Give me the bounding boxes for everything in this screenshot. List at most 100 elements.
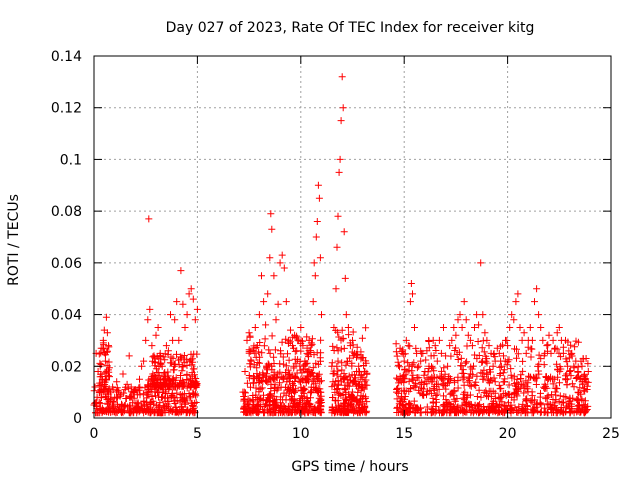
data-point xyxy=(431,409,439,417)
data-point xyxy=(440,392,447,400)
data-point xyxy=(292,374,300,382)
data-point xyxy=(314,181,322,189)
data-point xyxy=(466,391,474,399)
data-point xyxy=(485,342,493,350)
data-point xyxy=(415,362,423,370)
data-point xyxy=(437,349,445,357)
data-point xyxy=(544,341,552,349)
data-point xyxy=(122,395,130,402)
data-point xyxy=(446,342,454,350)
data-point xyxy=(427,352,435,360)
data-point xyxy=(129,399,137,407)
data-point xyxy=(308,340,316,348)
data-point xyxy=(305,336,313,344)
data-point xyxy=(187,285,195,293)
data-point xyxy=(304,369,311,377)
data-point xyxy=(406,400,414,408)
data-point xyxy=(282,391,290,399)
data-point xyxy=(362,376,370,384)
data-point xyxy=(411,324,418,331)
data-point xyxy=(290,364,298,372)
data-point xyxy=(558,398,566,406)
data-point xyxy=(250,375,258,383)
data-point xyxy=(514,290,522,298)
data-point xyxy=(353,368,361,375)
data-point xyxy=(423,374,431,382)
data-point xyxy=(173,408,181,416)
data-point xyxy=(417,357,425,365)
data-point xyxy=(407,280,415,287)
data-point xyxy=(351,349,359,357)
data-point xyxy=(173,350,180,358)
data-point xyxy=(518,336,526,344)
data-point xyxy=(251,324,259,331)
data-point xyxy=(337,117,345,125)
data-point xyxy=(487,368,494,376)
data-point xyxy=(499,341,507,349)
data-point xyxy=(500,352,507,360)
data-point xyxy=(433,357,441,365)
data-point xyxy=(239,388,247,396)
data-point xyxy=(562,375,570,383)
data-point xyxy=(187,407,195,415)
data-point xyxy=(342,361,350,369)
data-point xyxy=(543,393,551,401)
data-point xyxy=(353,397,361,405)
data-point xyxy=(533,285,541,293)
data-point xyxy=(464,331,472,339)
data-point xyxy=(394,375,402,383)
data-point xyxy=(302,405,310,413)
data-point xyxy=(581,387,589,395)
data-point xyxy=(191,391,199,399)
data-point xyxy=(347,376,354,384)
data-point xyxy=(352,374,359,382)
data-point xyxy=(453,351,461,358)
data-point xyxy=(103,329,111,337)
data-point xyxy=(328,362,336,370)
data-point xyxy=(345,372,353,380)
data-point xyxy=(328,406,336,414)
data-point xyxy=(270,408,278,416)
data-point xyxy=(247,357,255,365)
data-point xyxy=(551,344,559,352)
data-point xyxy=(473,372,481,380)
data-point xyxy=(296,362,304,370)
data-point xyxy=(406,298,414,306)
data-point xyxy=(519,357,527,365)
data-point xyxy=(190,399,198,407)
data-point xyxy=(454,384,462,392)
data-point xyxy=(119,370,127,378)
data-point xyxy=(475,408,483,415)
data-point xyxy=(256,359,263,367)
data-point xyxy=(392,340,400,348)
data-point xyxy=(100,348,108,356)
data-point xyxy=(111,393,119,401)
data-point xyxy=(336,390,344,397)
data-point xyxy=(483,336,491,344)
data-point xyxy=(565,354,573,362)
data-point xyxy=(454,316,462,324)
data-point xyxy=(553,329,561,337)
data-point xyxy=(544,392,552,400)
data-point xyxy=(303,403,310,411)
data-point xyxy=(165,383,172,391)
data-point xyxy=(410,383,418,391)
data-point xyxy=(316,254,324,262)
data-point xyxy=(126,393,134,401)
data-point xyxy=(105,368,113,376)
data-point xyxy=(273,373,281,381)
data-point xyxy=(97,344,105,352)
data-point xyxy=(94,368,102,375)
data-point xyxy=(584,360,592,368)
data-point xyxy=(404,408,412,416)
data-point xyxy=(395,400,403,408)
data-point xyxy=(497,362,505,370)
tick-labels: 0 5 10 15 20 25 0 0.02 0.04 0.06 0.08 0.1 0.12 0.14 xyxy=(51,49,620,442)
data-point xyxy=(341,385,349,393)
data-point xyxy=(511,345,518,353)
y-axis-label: ROTI / TECUs xyxy=(6,194,22,286)
data-point xyxy=(183,394,191,402)
data-point xyxy=(444,362,452,370)
data-point xyxy=(344,357,351,365)
data-point xyxy=(362,324,370,332)
